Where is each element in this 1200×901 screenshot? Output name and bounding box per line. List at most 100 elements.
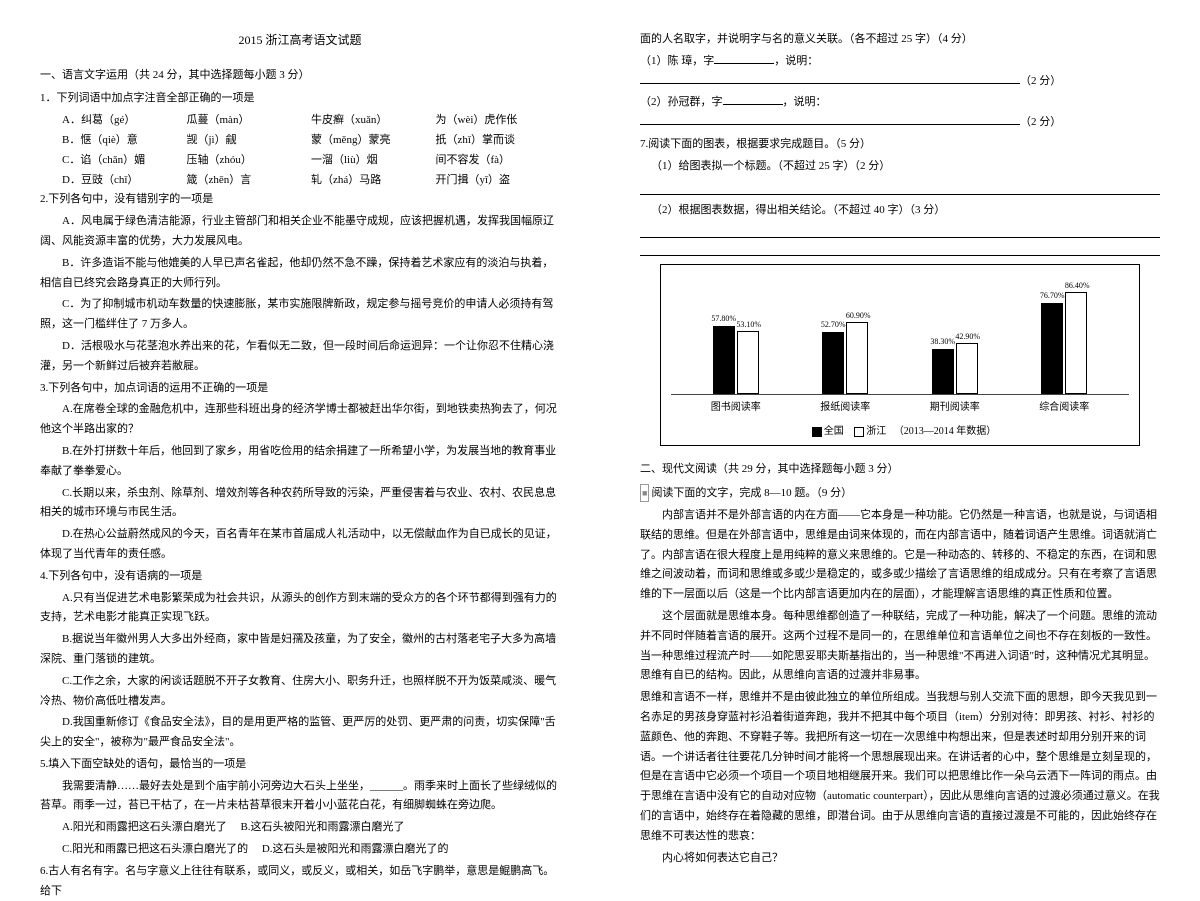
xlabel: 图书阅读率 — [681, 395, 791, 417]
q1-opt-a: A．纠葛（gé） 瓜蔓（màn） 牛皮癣（xuǎn） 为（wèi）虎作伥 — [40, 111, 560, 131]
cell: C．谄（chǎn）媚 — [62, 151, 187, 171]
bar: 57.80% — [713, 326, 735, 395]
cell: A．纠葛（gé） — [62, 111, 187, 131]
q5-b: B.这石头被阳光和雨露漂白磨光了 — [240, 821, 404, 833]
passage-p3: 思维和言语不一样，思维并不是由彼此独立的单位所组成。当我想与别人交流下面的思想，… — [640, 688, 1160, 846]
cell: 牛皮癣（xuǎn） — [311, 111, 436, 131]
box-icon: ■ — [640, 484, 649, 502]
bar-group: 76.70%86.40% — [1010, 275, 1120, 394]
legend-label: 浙江 — [866, 426, 886, 437]
bar-value-label: 86.40% — [1062, 279, 1092, 293]
q3-stem: 3.下列各句中，加点词语的运用不正确的一项是 — [40, 379, 560, 399]
q5-passage: 我需要清静……最好去处是到个庙宇前小河旁边大石头上坐坐，______。雨季来时上… — [40, 777, 560, 817]
legend-swatch-black — [812, 427, 822, 437]
exam-title: 2015 浙江高考语文试题 — [40, 30, 560, 52]
q4-a: A.只有当促进艺术电影繁荣成为社会共识，从源头的创作方到末端的受众方的各个环节都… — [40, 589, 560, 629]
xlabel: 期刊阅读率 — [900, 395, 1010, 417]
q6-cont: 面的人名取字，并说明字与名的意义关联。（各不超过 25 字）（4 分） — [640, 30, 1160, 50]
q4-b: B.据说当年徽州男人大多出外经商，家中皆是妇孺及孩童，为了安全，徽州的古村落老宅… — [40, 630, 560, 670]
xlabel: 综合阅读率 — [1010, 395, 1120, 417]
score: （2 分） — [1020, 116, 1061, 128]
section-1-header: 一、语言文字运用（共 24 分，其中选择题每小题 3 分） — [40, 66, 560, 86]
q5-stem: 5.填入下面空缺处的语句，最恰当的一项是 — [40, 755, 560, 775]
q5-c: C.阳光和雨露已把这石头漂白磨光了的 — [62, 843, 248, 855]
blank — [640, 115, 1020, 125]
legend-label: 全国 — [824, 426, 844, 437]
passage-p2: 这个层面就是思维本身。每种思维都创造了一种联结，完成了一种功能，解决了一个问题。… — [640, 607, 1160, 686]
cell: 瓜蔓（màn） — [187, 111, 312, 131]
cell: 觊（jì）觎 — [187, 131, 312, 151]
q3-c: C.长期以来，杀虫剂、除草剂、增效剂等各种农药所导致的污染，严重侵害着与农业、农… — [40, 484, 560, 524]
bar: 38.30% — [932, 349, 954, 395]
q1-stem: 1．下列词语中加点字注音全部正确的一项是 — [40, 89, 560, 109]
score: （2 分） — [1020, 75, 1061, 87]
q6-blank-2: （2）孙冠群，字 ，说明： （2 分） — [640, 93, 1160, 133]
q5-cd: C.阳光和雨露已把这石头漂白磨光了的 D.这石头是被阳光和雨露漂白磨光了的 — [40, 840, 560, 860]
passage-p4: 内心将如何表达它自己？ — [640, 849, 1160, 869]
left-column: 2015 浙江高考语文试题 一、语言文字运用（共 24 分，其中选择题每小题 3… — [0, 0, 600, 849]
q2-b: B．许多造诣不能与他媲美的人早已声名雀起，他却仍然不急不躁，保持着艺术家应有的淡… — [40, 254, 560, 294]
bar-value-label: 42.90% — [953, 330, 983, 344]
q1-opt-b: B．惬（qiè）意 觊（jì）觎 蒙（měng）蒙亮 扺（zhǐ）掌而谈 — [40, 131, 560, 151]
q6-stem: 6.古人有名有字。名与字意义上往往有联系，或同义，或反义，或相关，如岳飞字鹏举，… — [40, 862, 560, 901]
q4-c: C.工作之余，大家的闲谈话题脱不开子女教育、住房大小、职务升迁，也照样脱不开为饭… — [40, 672, 560, 712]
chart-plot-area: 57.80%53.10%52.70%60.90%38.30%42.90%76.7… — [671, 275, 1129, 395]
bar: 42.90% — [956, 343, 978, 394]
q3-b: B.在外打拼数十年后，他回到了家乡，用省吃俭用的结余捐建了一所希望小学，为发展当… — [40, 442, 560, 482]
cell: 一溜（liù）烟 — [311, 151, 436, 171]
q7-1: （1）给图表拟一个标题。（不超过 25 字）（2 分） — [640, 157, 1160, 177]
cell: 箴（zhēn）言 — [187, 171, 312, 191]
q7-2: （2）根据图表数据，得出相关结论。（不超过 40 字）（3 分） — [640, 201, 1160, 221]
xlabel: 报纸阅读率 — [791, 395, 901, 417]
q5-ab: A.阳光和雨露把这石头漂白磨光了 B.这石头被阳光和雨露漂白磨光了 — [40, 818, 560, 838]
label: （1）陈 璋，字 — [640, 55, 714, 67]
cell: 蒙（měng）蒙亮 — [311, 131, 436, 151]
bar: 86.40% — [1065, 292, 1087, 395]
cell: 为（wèi）虎作伥 — [436, 111, 561, 131]
bar-chart: 57.80%53.10%52.70%60.90%38.30%42.90%76.7… — [660, 264, 1140, 446]
bar: 76.70% — [1041, 303, 1063, 394]
passage-p1: 内部言语并不是外部言语的内在方面——它本身是一种功能。它仍然是一种言语，也就是说… — [640, 506, 1160, 605]
q1-opt-c: C．谄（chǎn）媚 压轴（zhóu） 一溜（liù）烟 间不容发（fà） — [40, 151, 560, 171]
cell: 间不容发（fà） — [436, 151, 561, 171]
lead-text: 阅读下面的文字，完成 8—10 题。（9 分） — [651, 487, 852, 499]
q2-d: D．活根吸水与花茎泡水养出来的花，乍看似无二致，但一段时间后命运迥异：一个让你忍… — [40, 337, 560, 377]
q5-d: D.这石头是被阳光和雨露漂白磨光了的 — [262, 843, 449, 855]
reading-lead: ■阅读下面的文字，完成 8—10 题。（9 分） — [640, 484, 1160, 504]
bar-group: 52.70%60.90% — [791, 275, 901, 394]
bar-group: 38.30%42.90% — [900, 275, 1010, 394]
bar: 52.70% — [822, 332, 844, 395]
q2-a: A．风电属于绿色清洁能源，行业主管部门和相关企业不能墨守成规，应该把握机遇，发挥… — [40, 212, 560, 252]
chart-legend: 全国 浙江 （2013—2014 年数据） — [671, 417, 1129, 441]
blank — [640, 74, 1020, 84]
bar: 60.90% — [846, 322, 868, 394]
q5-a: A.阳光和雨露把这石头漂白磨光了 — [62, 821, 227, 833]
label: ，说明： — [783, 96, 827, 108]
legend-note: （2013—2014 年数据） — [894, 426, 997, 437]
q7-stem: 7.阅读下面的图表，根据要求完成题目。（5 分） — [640, 135, 1160, 155]
legend-swatch-white — [854, 427, 864, 437]
q1-opt-d: D．豆豉（chǐ） 箴（zhēn）言 轧（zhá）马路 开门揖（yī）盗 — [40, 171, 560, 191]
bar: 53.10% — [737, 331, 759, 394]
bar-value-label: 53.10% — [734, 318, 764, 332]
label: ，说明： — [774, 55, 818, 67]
q2-c: C．为了抑制城市机动车数量的快速膨胀，某市实施限牌新政，规定参与摇号竞价的申请人… — [40, 295, 560, 335]
cell: D．豆豉（chǐ） — [62, 171, 187, 191]
q4-stem: 4.下列各句中，没有语病的一项是 — [40, 567, 560, 587]
cell: 压轴（zhóu） — [187, 151, 312, 171]
answer-line — [640, 244, 1160, 256]
q3-a: A.在席卷全球的金融危机中，连那些科班出身的经济学博士都被赶出华尔街，到地铁卖热… — [40, 400, 560, 440]
answer-line — [640, 183, 1160, 195]
section-2-header: 二、现代文阅读（共 29 分，其中选择题每小题 3 分） — [640, 460, 1160, 480]
bar-group: 57.80%53.10% — [681, 275, 791, 394]
q3-d: D.在热心公益蔚然成风的今天，百名青年在某市首届成人礼活动中，以无偿献血作为自已… — [40, 525, 560, 565]
q4-d: D.我国重新修订《食品安全法》，目的是用更严格的监管、更严厉的处罚、更严肃的问责… — [40, 713, 560, 753]
label: （2）孙冠群，字 — [640, 96, 723, 108]
cell: 扺（zhǐ）掌而谈 — [436, 131, 561, 151]
blank — [723, 94, 783, 105]
cell: B．惬（qiè）意 — [62, 131, 187, 151]
q2-stem: 2.下列各句中，没有错别字的一项是 — [40, 190, 560, 210]
bar-value-label: 60.90% — [843, 309, 873, 323]
cell: 轧（zhá）马路 — [311, 171, 436, 191]
chart-x-labels: 图书阅读率 报纸阅读率 期刊阅读率 综合阅读率 — [671, 395, 1129, 417]
